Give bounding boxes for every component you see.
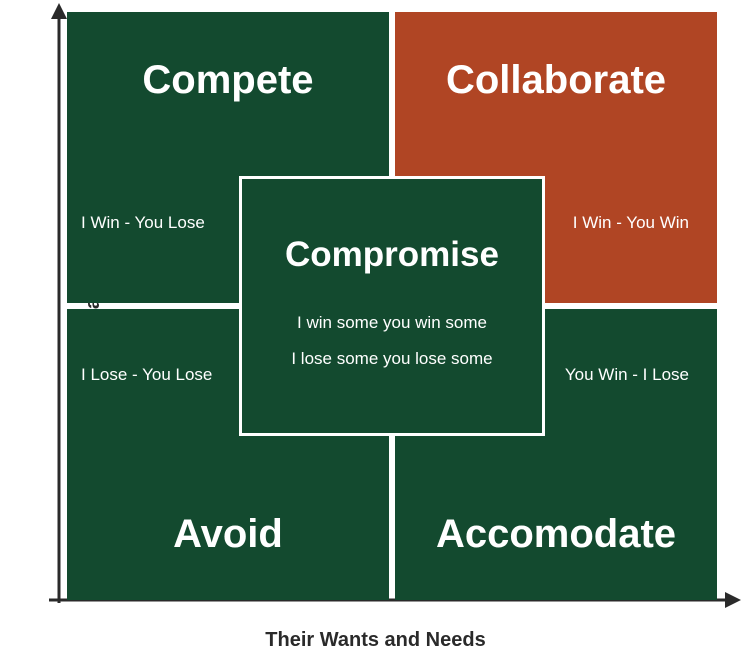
y-axis-arrow-icon: [49, 3, 69, 603]
center-title: Compromise: [285, 235, 499, 275]
quadrant-subtitle: I Win - You Win: [573, 213, 689, 233]
x-axis-label: Their Wants and Needs: [0, 629, 751, 652]
quadrant-title: Collaborate: [409, 58, 703, 102]
center-line-1: I win some you win some: [297, 313, 487, 333]
quadrant-subtitle: I Win - You Lose: [81, 213, 205, 233]
quadrant-title: Accomodate: [409, 512, 703, 556]
conflict-modes-matrix: Our Wants and Needs Their Wants and Need…: [0, 0, 751, 664]
center-line-2: I lose some you lose some: [291, 349, 492, 369]
quadrant-title: Compete: [81, 58, 375, 102]
quadrant-title: Avoid: [81, 512, 375, 556]
quadrant-subtitle: You Win - I Lose: [565, 365, 689, 385]
quadrant-subtitle: I Lose - You Lose: [81, 365, 212, 385]
matrix-grid: Compete I Win - You Lose Collaborate I W…: [67, 12, 717, 600]
center-compromise-box: Compromise I win some you win some I los…: [239, 176, 545, 436]
